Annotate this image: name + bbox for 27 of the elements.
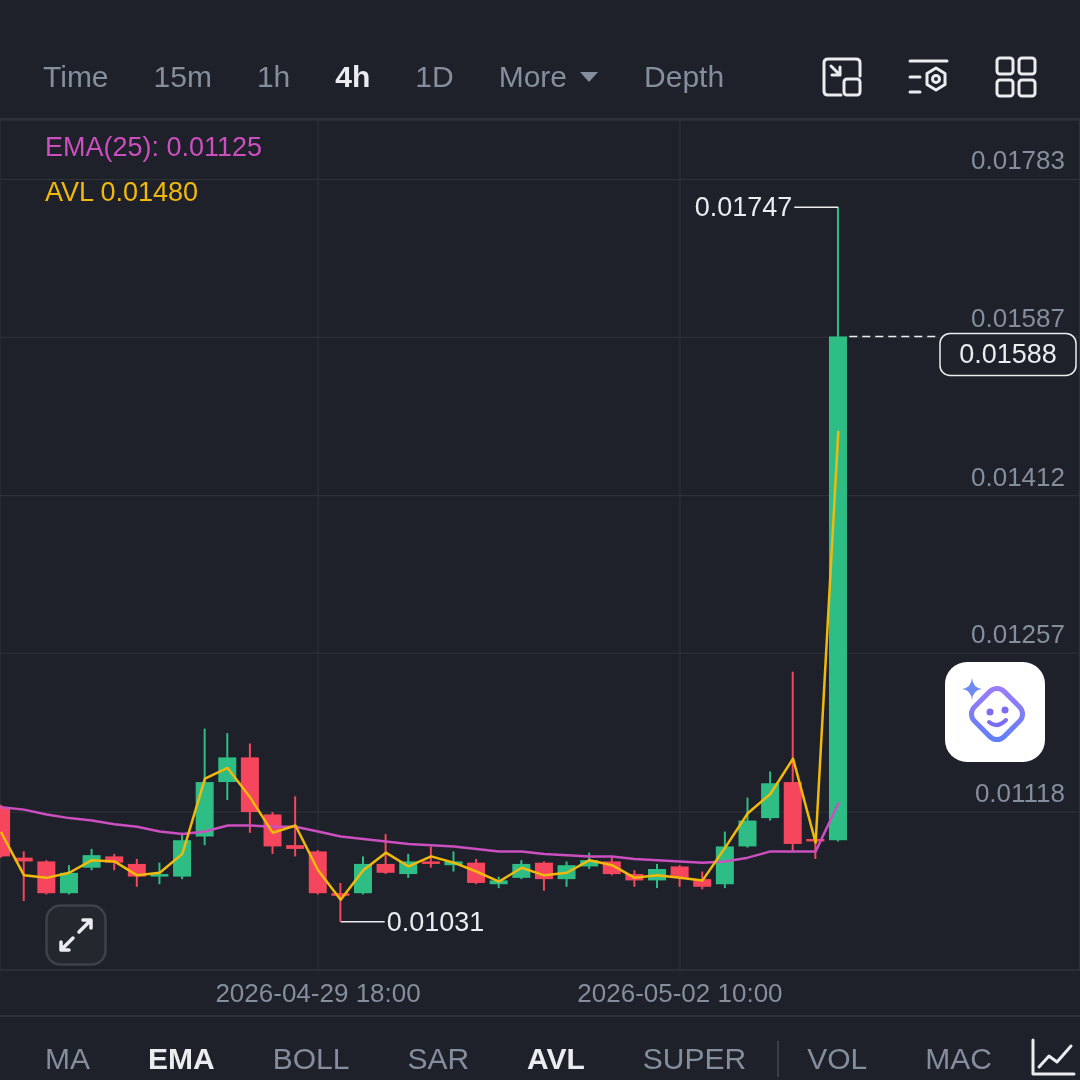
text: 15m	[153, 59, 212, 95]
text: VOL	[807, 1041, 868, 1077]
text: Depth	[644, 59, 725, 95]
text: EMA	[148, 1041, 215, 1077]
x-tick-label: 2026-05-02 10:00	[577, 978, 783, 1009]
text: EMA(25): 0.01125	[45, 132, 263, 162]
text: MA	[45, 1041, 90, 1077]
y-tick-label: 0.01587	[971, 303, 1065, 334]
ref-line-label: 0.01588	[959, 339, 1057, 370]
text: Time	[43, 59, 109, 95]
text: BOLL	[272, 1041, 350, 1077]
x-tick-label: 2026-04-29 18:00	[215, 978, 421, 1009]
text: 4h	[335, 59, 371, 95]
text: SUPER	[642, 1041, 747, 1077]
y-tick-label: 0.01257	[971, 619, 1065, 650]
y-tick-label: 0.01412	[971, 461, 1065, 492]
text: SAR	[407, 1041, 470, 1077]
text: AVL	[527, 1041, 585, 1077]
y-tick-label: 0.01783	[971, 145, 1065, 176]
y-tick-label: 0.01118	[974, 778, 1065, 809]
text: AVL 0.01480	[45, 177, 199, 207]
text: MAC	[925, 1041, 992, 1077]
annotation: 0.01747	[694, 192, 793, 223]
text: More	[498, 59, 568, 95]
text: 1h	[256, 59, 291, 95]
annotation: 0.01031	[386, 906, 485, 937]
text: 1D	[415, 59, 454, 95]
